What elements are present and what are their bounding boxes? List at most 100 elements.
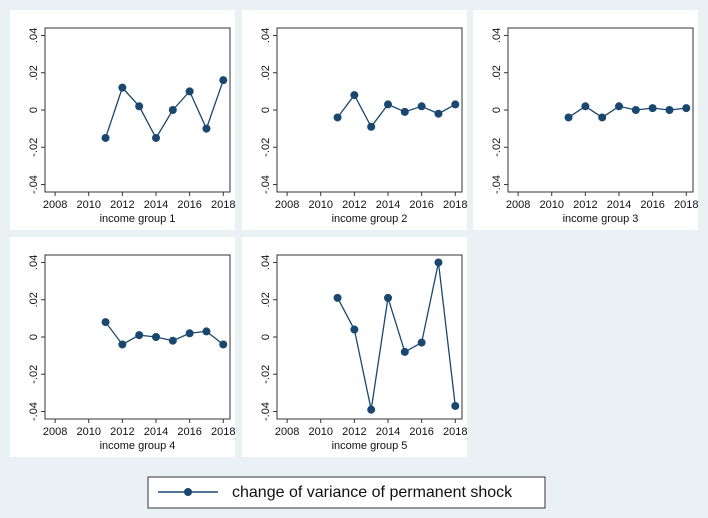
marker	[118, 340, 127, 349]
marker	[350, 325, 359, 334]
marker	[581, 102, 590, 111]
x-tick-label: 2014	[144, 199, 168, 211]
y-tick-label: .04	[28, 255, 40, 270]
marker	[152, 333, 160, 341]
marker	[384, 293, 392, 302]
x-tick-label: 2016	[409, 199, 433, 211]
x-tick-label: 2010	[539, 199, 563, 211]
marker	[350, 91, 359, 100]
marker	[333, 293, 342, 302]
series-line	[336, 262, 456, 410]
marker	[631, 106, 640, 114]
marker	[185, 329, 194, 338]
plot-area	[276, 27, 463, 193]
y-tick-label: 0	[260, 334, 272, 340]
y-tick-label: -.04	[28, 175, 40, 194]
marker	[564, 113, 573, 122]
marker	[367, 122, 376, 131]
y-tick-label: -.02	[491, 138, 503, 157]
marker	[185, 87, 194, 96]
x-tick-label: 2008	[506, 199, 530, 211]
y-tick-label: .04	[28, 28, 40, 43]
x-tick-label: 2010	[308, 426, 332, 438]
y-tick-label: -.02	[28, 365, 40, 384]
x-tick-label: 2012	[110, 426, 134, 438]
marker	[168, 336, 177, 345]
x-tick-label: 2018	[443, 199, 467, 211]
marker	[451, 100, 460, 109]
x-tick-label: 2016	[409, 426, 433, 438]
x-tick-label: 2016	[177, 426, 201, 438]
x-tick-label: 2018	[211, 199, 235, 211]
marker	[682, 104, 691, 113]
x-tick-label: 2018	[211, 426, 235, 438]
plot-area	[507, 27, 694, 193]
marker	[417, 338, 426, 347]
y-tick-label: -.04	[260, 402, 272, 421]
panel-title: income group 4	[100, 440, 176, 452]
y-tick-label: 0	[491, 107, 503, 113]
marker	[135, 102, 144, 111]
x-tick-label: 2016	[177, 199, 201, 211]
marker	[135, 331, 144, 340]
y-tick-label: .04	[491, 28, 503, 43]
y-tick-label: .02	[491, 65, 503, 80]
y-tick-label: .02	[28, 65, 40, 80]
y-tick-label: 0	[28, 334, 40, 340]
marker	[400, 107, 409, 116]
plot-area	[44, 27, 231, 193]
x-tick-label: 2014	[144, 426, 168, 438]
marker	[434, 109, 443, 118]
y-tick-label: -.04	[28, 402, 40, 421]
y-tick-label: .02	[28, 292, 40, 307]
x-tick-label: 2014	[376, 199, 400, 211]
y-tick-label: -.02	[260, 365, 272, 384]
marker	[118, 83, 127, 92]
x-tick-label: 2012	[342, 199, 366, 211]
y-tick-label: .02	[260, 292, 272, 307]
marker	[101, 133, 110, 142]
x-tick-label: 2014	[376, 426, 400, 438]
panel-title: income group 1	[100, 213, 176, 225]
marker	[400, 347, 409, 356]
legend-label: change of variance of permanent shock	[232, 484, 513, 501]
marker	[101, 318, 110, 327]
x-tick-label: 2018	[674, 199, 698, 211]
marker	[384, 100, 392, 109]
marker	[648, 104, 657, 113]
marker	[219, 340, 228, 349]
marker	[665, 106, 674, 114]
x-tick-label: 2010	[76, 199, 100, 211]
legend-marker	[184, 488, 192, 496]
x-tick-label: 2008	[43, 426, 67, 438]
x-tick-label: 2010	[76, 426, 100, 438]
marker	[168, 106, 177, 114]
x-tick-label: 2008	[275, 199, 299, 211]
marker	[367, 405, 376, 414]
x-tick-label: 2012	[110, 199, 134, 211]
x-tick-label: 2008	[43, 199, 67, 211]
x-tick-label: 2014	[607, 199, 631, 211]
y-tick-label: 0	[28, 107, 40, 113]
y-tick-label: .04	[260, 255, 272, 270]
y-tick-label: -.02	[28, 138, 40, 157]
marker	[451, 401, 460, 410]
plot-area	[276, 254, 463, 420]
y-tick-label: 0	[260, 107, 272, 113]
panel-title: income group 3	[563, 213, 639, 225]
marker	[202, 327, 211, 336]
y-tick-label: .02	[260, 65, 272, 80]
marker	[417, 102, 426, 111]
y-tick-label: .04	[260, 28, 272, 43]
marker	[333, 113, 342, 122]
series-line	[104, 79, 224, 140]
panel-title: income group 2	[332, 213, 408, 225]
marker	[202, 124, 211, 133]
marker	[615, 102, 623, 111]
x-tick-label: 2012	[342, 426, 366, 438]
x-tick-label: 2008	[275, 426, 299, 438]
marker	[219, 76, 228, 85]
x-tick-label: 2012	[573, 199, 597, 211]
x-tick-label: 2010	[308, 199, 332, 211]
